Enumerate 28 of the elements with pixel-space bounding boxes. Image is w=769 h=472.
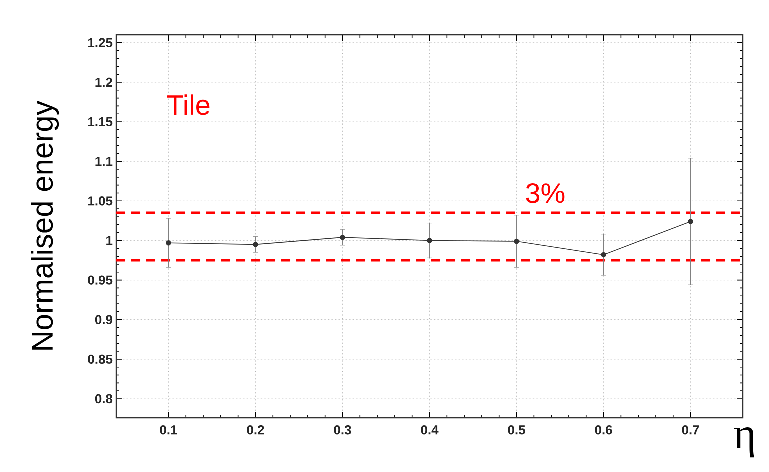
x-tick-label: 0.5 <box>508 426 526 435</box>
y-tick-label: 1.05 <box>88 196 113 206</box>
point <box>688 219 694 224</box>
x-tick-label: 0.1 <box>160 426 178 435</box>
point <box>601 252 606 258</box>
x-tick-label: 0.4 <box>421 426 439 435</box>
annotation: 3% <box>526 183 565 204</box>
point <box>166 240 172 246</box>
point <box>427 238 432 244</box>
y-tick-label: 1.25 <box>88 38 113 48</box>
x-tick-label: 0.2 <box>247 426 264 435</box>
y-tick-label: 0.9 <box>95 315 113 324</box>
y-axis-title: Normalised energy <box>31 100 60 350</box>
x-tick-label: 0.6 <box>595 426 612 435</box>
annotation: Tile <box>167 94 210 116</box>
y-tick-label: 0.95 <box>88 276 113 285</box>
y-tick-label: 1.15 <box>88 118 113 127</box>
x-tick-label: 0.7 <box>682 426 700 435</box>
point <box>514 238 520 244</box>
x-tick-label: 0.3 <box>334 426 352 435</box>
y-tick-label: 0.8 <box>95 394 113 404</box>
y-tick-label: 1 <box>106 236 113 246</box>
y-tick-label: 1.1 <box>96 157 113 166</box>
y-tick-label: 1.2 <box>96 78 112 87</box>
point <box>340 234 346 240</box>
point <box>253 242 258 248</box>
y-tick-label: 0.85 <box>88 354 113 364</box>
x-axis-title: η <box>734 428 754 458</box>
